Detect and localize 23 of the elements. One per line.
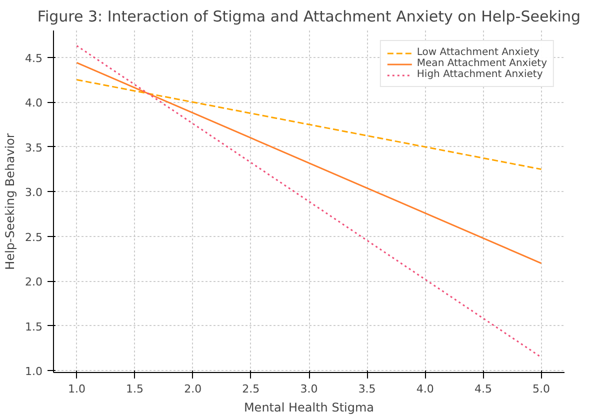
y-tick-label: 4.5: [25, 52, 43, 65]
x-tick-label: 3.5: [358, 382, 376, 396]
chart-title: Figure 3: Interaction of Stigma and Attachment Anxiety on Help-Seeking: [37, 8, 581, 26]
y-axis-title: Help-Seeking Behavior: [3, 133, 18, 270]
y-tick-label: 1.0: [25, 365, 43, 378]
x-tick-label: 1.5: [126, 382, 144, 396]
legend-label: High Attachment Anxiety: [416, 69, 543, 80]
x-tick-label: 2.5: [242, 382, 260, 396]
y-tick-label: 3.5: [25, 141, 43, 154]
x-tick-label: 3.0: [300, 382, 318, 396]
y-tick-label: 4.0: [25, 96, 43, 110]
y-tick-label: 2.0: [25, 276, 43, 289]
y-tick-label: 1.5: [25, 320, 43, 334]
x-tick-label: 1.0: [68, 382, 86, 396]
y-tick-label: 3.0: [25, 186, 43, 200]
y-tick-label: 2.5: [25, 230, 43, 244]
x-tick-label: 4.5: [474, 382, 492, 396]
x-axis-title: Mental Health Stigma: [244, 400, 374, 414]
legend-label: Low Attachment Anxiety: [416, 47, 540, 58]
legend-label: Mean Attachment Anxiety: [416, 58, 547, 69]
x-tick-label: 2.0: [184, 382, 202, 396]
x-tick-label: 5.0: [532, 382, 550, 396]
x-tick-label: 4.0: [416, 382, 434, 396]
